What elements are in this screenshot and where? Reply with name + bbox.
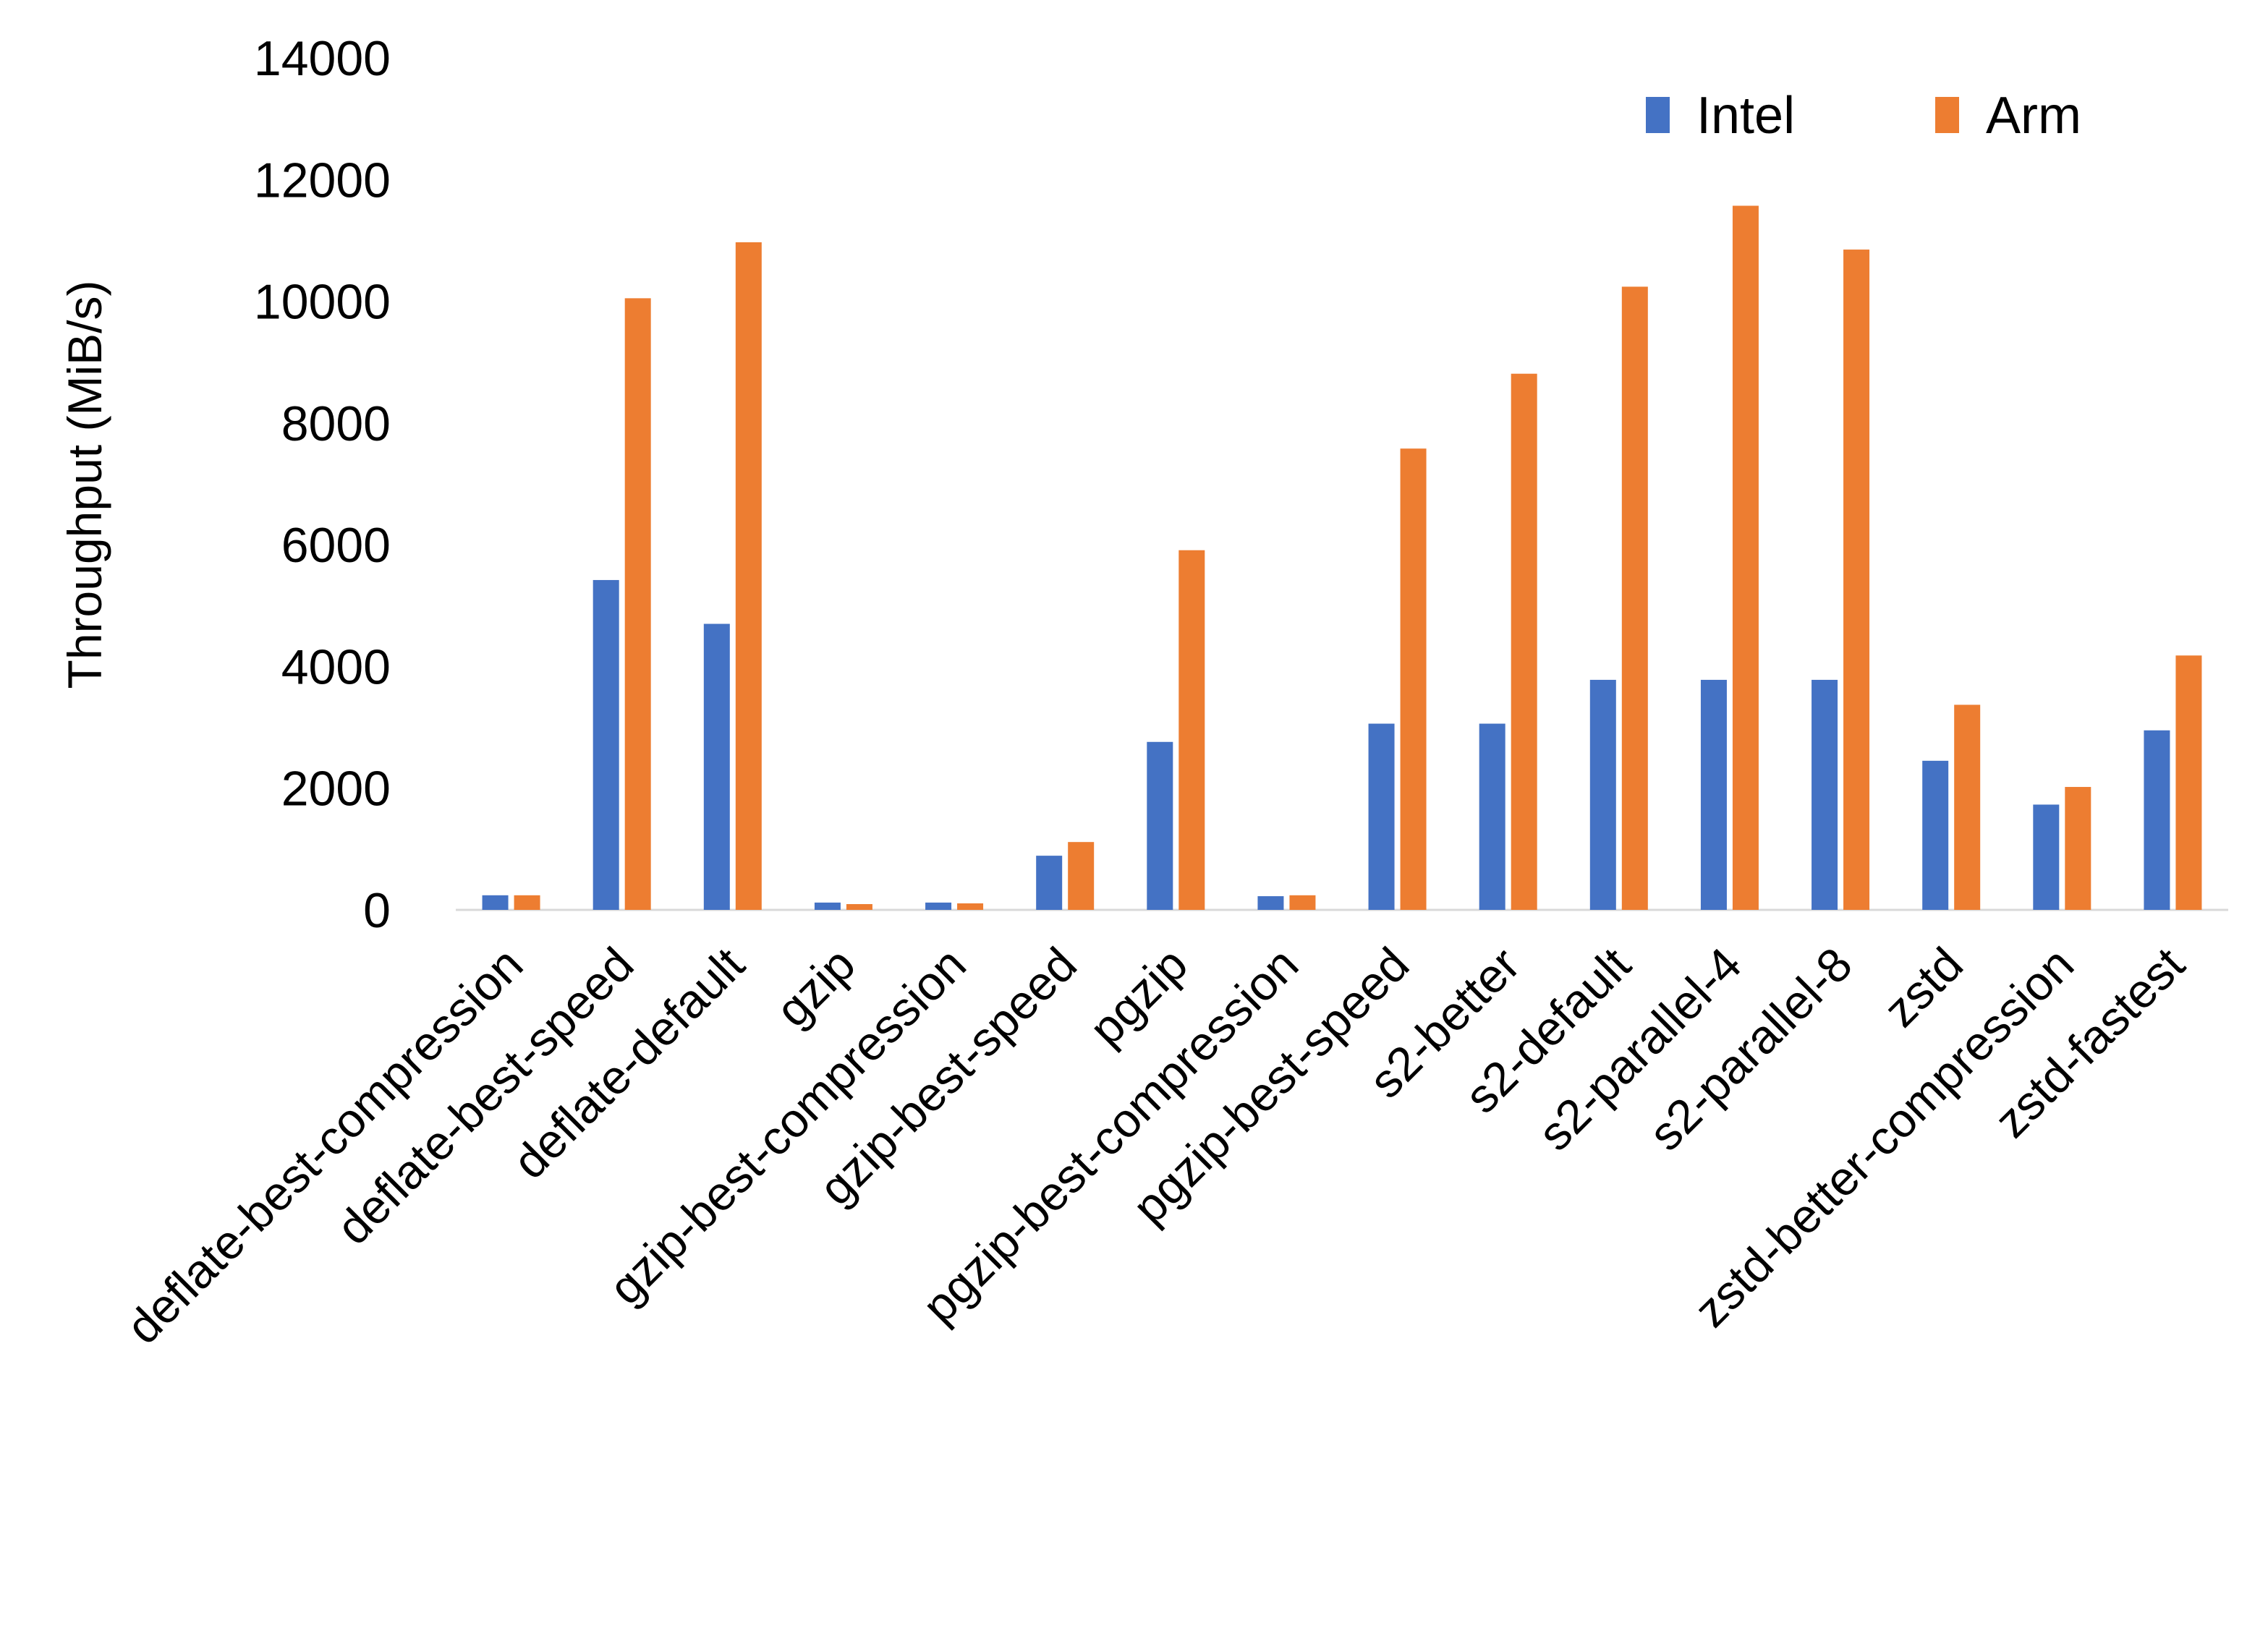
bar-intel-deflate-best-compression xyxy=(482,895,509,910)
bar-intel-zstd xyxy=(1922,760,1949,910)
bar-intel-gzip-best-compression xyxy=(925,902,952,910)
bar-intel-pgzip xyxy=(1147,741,1173,910)
bar-arm-s2-parallel-8 xyxy=(1843,250,1870,910)
bar-arm-deflate-best-speed xyxy=(624,298,651,911)
bar-arm-s2-parallel-4 xyxy=(1732,205,1759,910)
bar-arm-deflate-default xyxy=(735,242,762,910)
bar-arm-pgzip-best-speed xyxy=(1400,448,1427,910)
bar-intel-s2-parallel-8 xyxy=(1812,679,1838,910)
bar-arm-zstd-better-compression xyxy=(2065,787,2091,910)
y-axis-title: Throughput (MiB/s) xyxy=(58,281,111,689)
x-tick-label: zstd xyxy=(1873,937,1973,1037)
bar-intel-zstd-fastest xyxy=(2144,730,2170,910)
bar-arm-zstd-fastest xyxy=(2175,655,2202,910)
y-tick-label: 2000 xyxy=(281,762,391,817)
y-tick-label: 14000 xyxy=(254,31,391,86)
y-tick-label: 0 xyxy=(363,883,391,938)
bars xyxy=(482,205,2202,911)
bar-arm-s2-default xyxy=(1621,286,1648,910)
bar-intel-deflate-default xyxy=(703,623,730,910)
x-tick-label: gzip xyxy=(765,937,865,1037)
legend-swatch-arm xyxy=(1935,97,1959,133)
bar-arm-gzip-best-speed xyxy=(1068,842,1095,910)
y-tick-label: 6000 xyxy=(281,518,391,573)
bar-arm-s2-better xyxy=(1511,373,1537,910)
y-tick-label: 10000 xyxy=(254,275,391,330)
bar-intel-s2-default xyxy=(1589,679,1616,910)
bar-arm-pgzip-best-compression xyxy=(1289,895,1316,910)
legend: Intel Arm xyxy=(1646,87,2081,145)
bar-intel-gzip xyxy=(814,902,841,910)
bar-intel-gzip-best-speed xyxy=(1036,856,1063,910)
bar-intel-pgzip-best-speed xyxy=(1368,723,1395,910)
y-tick-label: 8000 xyxy=(281,396,391,451)
bar-intel-s2-better xyxy=(1479,723,1505,910)
bar-intel-zstd-better-compression xyxy=(2033,804,2060,910)
bar-arm-gzip xyxy=(846,904,872,910)
y-tick-label: 12000 xyxy=(254,153,391,208)
bar-arm-gzip-best-compression xyxy=(957,903,984,910)
bar-arm-pgzip xyxy=(1178,550,1205,910)
bar-arm-zstd xyxy=(1954,704,1981,910)
y-tick-label: 4000 xyxy=(281,639,391,694)
x-axis-labels: deflate-best-compressiondeflate-best-spe… xyxy=(116,937,2194,1354)
bar-arm-deflate-best-compression xyxy=(514,895,540,910)
bar-intel-s2-parallel-4 xyxy=(1700,679,1727,910)
legend-label: Arm xyxy=(1986,87,2081,145)
bar-intel-pgzip-best-compression xyxy=(1257,896,1284,910)
legend-label: Intel xyxy=(1696,87,1795,145)
y-axis-ticks: 0 2000 4000 6000 8000 10000 12000 14000 xyxy=(254,31,391,938)
legend-swatch-intel xyxy=(1646,97,1670,133)
bar-intel-deflate-best-speed xyxy=(593,579,619,910)
